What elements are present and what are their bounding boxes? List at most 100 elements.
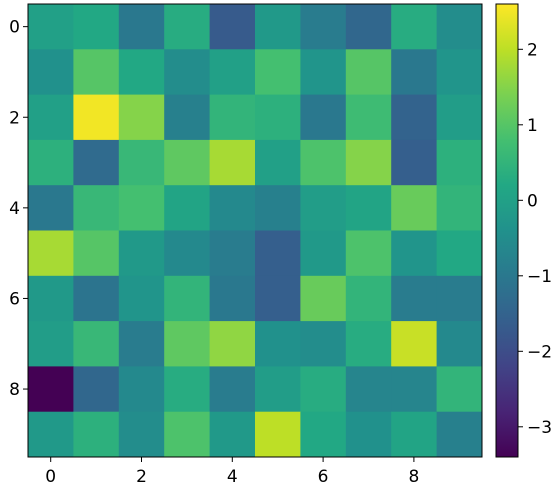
- heatmap-cell: [255, 185, 301, 231]
- heatmap-cell: [300, 139, 347, 186]
- heatmap-cell: [345, 275, 392, 322]
- heatmap-cell: [28, 185, 74, 231]
- heatmap-cell: [255, 230, 301, 277]
- heatmap-cell: [436, 49, 483, 96]
- heatmap-cell: [255, 49, 301, 96]
- heatmap-cell: [118, 4, 165, 50]
- heatmap-cell: [73, 321, 120, 367]
- heatmap-cell: [345, 4, 392, 50]
- colorbar-tick-label: −3: [527, 418, 552, 438]
- heatmap-cell: [118, 275, 165, 322]
- colorbar-axis: 2 1 0 −1 −2 −3: [518, 40, 552, 438]
- heatmap-cell: [345, 366, 392, 413]
- heatmap-cell: [255, 139, 301, 186]
- heatmap-cell: [391, 230, 438, 277]
- heatmap-cell: [436, 185, 483, 231]
- heatmap-cell: [436, 411, 483, 458]
- heatmap-cell: [391, 366, 438, 413]
- heatmap-cell: [209, 94, 256, 141]
- heatmap-cell: [255, 4, 301, 50]
- heatmap-cell: [391, 139, 438, 186]
- heatmap-cell: [28, 275, 74, 322]
- heatmap-cell: [73, 185, 120, 231]
- heatmap-cell: [300, 230, 347, 277]
- heatmap-cell: [345, 49, 392, 96]
- colorbar-tick-label: 0: [527, 191, 538, 211]
- heatmap-cell: [118, 94, 165, 141]
- x-tick-label: 0: [45, 467, 56, 487]
- heatmap-cell: [28, 139, 74, 186]
- heatmap-cell: [164, 366, 211, 413]
- heatmap-cell: [73, 230, 120, 277]
- heatmap-cell: [164, 4, 211, 50]
- heatmap-cell: [118, 230, 165, 277]
- heatmap-cell: [436, 4, 483, 50]
- y-axis: 0 2 4 6 8: [9, 18, 28, 400]
- heatmap-cell: [28, 94, 74, 141]
- heatmap-cell: [255, 275, 301, 322]
- heatmap-cell: [118, 139, 165, 186]
- heatmap-cell: [255, 94, 301, 141]
- heatmap-cell: [300, 185, 347, 231]
- colorbar-tick-label: 2: [527, 40, 538, 60]
- y-tick-label: 2: [9, 108, 20, 128]
- heatmap-cell: [209, 4, 256, 50]
- heatmap-cell: [391, 275, 438, 322]
- y-tick-label: 6: [9, 289, 20, 309]
- x-tick-label: 8: [408, 467, 419, 487]
- heatmap-cell: [391, 411, 438, 458]
- heatmap-cell: [255, 321, 301, 367]
- heatmap-cell: [209, 411, 256, 458]
- heatmap-cell: [118, 366, 165, 413]
- heatmap-cell: [209, 230, 256, 277]
- heatmap-cell: [28, 49, 74, 96]
- heatmap-cell: [28, 321, 74, 367]
- heatmap-cell: [28, 230, 74, 277]
- heatmap-cell: [73, 139, 120, 186]
- heatmap-cell: [345, 321, 392, 367]
- heatmap-cell: [209, 139, 256, 186]
- x-tick-label: 6: [318, 467, 329, 487]
- heatmap-cell: [300, 321, 347, 367]
- heatmap-cell: [391, 321, 438, 367]
- heatmap-cell: [391, 185, 438, 231]
- heatmap-cell: [28, 4, 74, 50]
- heatmap-cell: [300, 49, 347, 96]
- heatmap-cell: [118, 185, 165, 231]
- heatmap-cell: [28, 366, 74, 413]
- heatmap-cell: [345, 94, 392, 141]
- heatmap-cell: [345, 139, 392, 186]
- heatmap-cell: [391, 4, 438, 50]
- heatmap-cell: [164, 185, 211, 231]
- heatmap-cell: [436, 94, 483, 141]
- heatmap-cell: [436, 366, 483, 413]
- colorbar: [496, 4, 518, 457]
- heatmap-cell: [345, 230, 392, 277]
- heatmap-cell: [436, 139, 483, 186]
- colorbar-tick-label: −1: [527, 267, 552, 287]
- heatmap-cell: [300, 411, 347, 458]
- heatmap-cell: [300, 275, 347, 322]
- heatmap-cell: [436, 275, 483, 322]
- heatmap-cell: [73, 411, 120, 458]
- heatmap-cell: [28, 411, 74, 458]
- colorbar-frame: [495, 3, 519, 458]
- heatmap-cell: [345, 185, 392, 231]
- x-tick-label: 4: [227, 467, 238, 487]
- heatmap-cell: [73, 275, 120, 322]
- heatmap-cell: [255, 366, 301, 413]
- heatmap-cell: [436, 230, 483, 277]
- heatmap-cell: [164, 94, 211, 141]
- colorbar-tick-label: 1: [527, 116, 538, 136]
- heatmap-cell: [164, 230, 211, 277]
- heatmap-cell: [164, 321, 211, 367]
- heatmap-cell: [300, 94, 347, 141]
- heatmap-cell: [436, 321, 483, 367]
- y-tick-label: 8: [9, 380, 20, 400]
- x-tick-label: 2: [136, 467, 147, 487]
- heatmap-cell: [118, 49, 165, 96]
- heatmap-cell: [391, 49, 438, 96]
- heatmap-cells: [28, 4, 483, 458]
- y-tick-label: 0: [9, 18, 20, 38]
